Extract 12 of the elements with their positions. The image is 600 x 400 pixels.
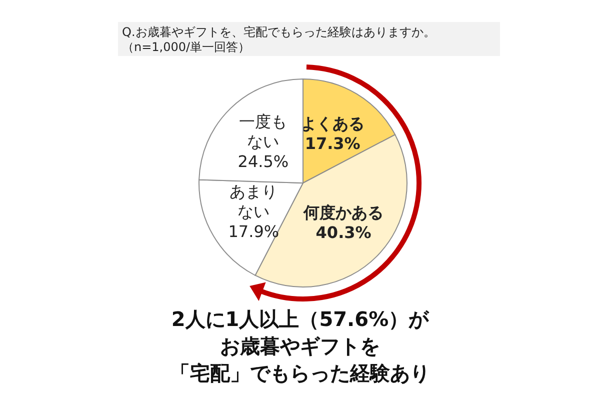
data-label: 24.5% (238, 152, 289, 172)
slice-label: 何度かある (302, 203, 385, 224)
text: 「宅配」でもらった経験あり (170, 361, 430, 385)
data-label: 17.9% (228, 222, 280, 242)
data-label: 17.3% (304, 134, 360, 154)
data-label: 40.3% (316, 223, 372, 244)
text: お歳暮やギフトを (220, 334, 380, 358)
slice-label: 一度もない (238, 112, 288, 152)
chart-title: Q.お歳暮やギフトを、宅配でもらった経験はありますか。 (122, 25, 436, 39)
text: 2人に1人以上（57.6%）が (171, 307, 430, 331)
chart-subtitle: （n=1,000/単一回答） (122, 40, 250, 54)
slice-label: あまりない (228, 182, 279, 222)
